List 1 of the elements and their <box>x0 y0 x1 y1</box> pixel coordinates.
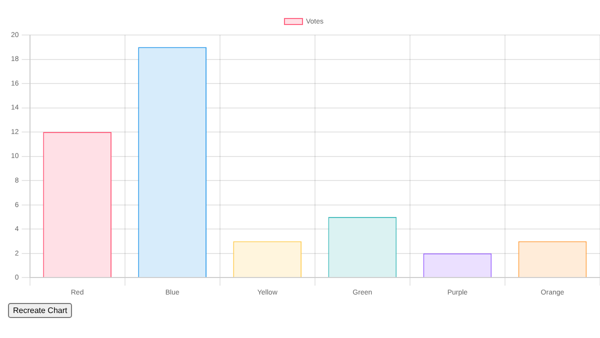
recreate-chart-button: Recreate Chart <box>8 303 72 318</box>
